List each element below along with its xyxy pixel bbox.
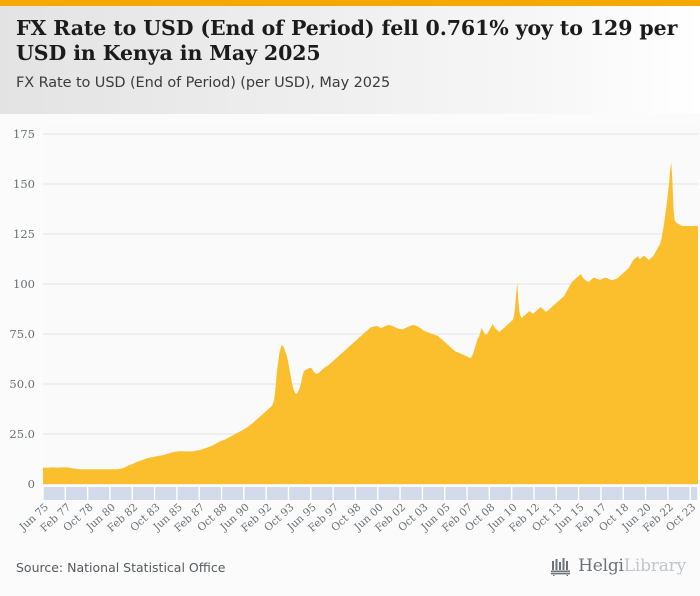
svg-text:100: 100	[13, 277, 35, 291]
brand-logo: HelgiLibrary	[550, 556, 686, 576]
page-subtitle: FX Rate to USD (End of Period) (per USD)…	[16, 75, 391, 91]
svg-text:125: 125	[13, 227, 35, 241]
chart-area: 0 25.0 50.0 75.0 100 125 150 175 Jun 75 Feb 77 Oct…	[0, 114, 700, 546]
source-note: Source: National Statistical Office	[16, 560, 226, 575]
svg-text:0: 0	[28, 477, 35, 491]
library-building-icon	[551, 558, 571, 576]
page-title: FX Rate to USD (End of Period) fell 0.76…	[16, 16, 678, 65]
svg-text:175: 175	[13, 127, 35, 141]
svg-text:25.0: 25.0	[9, 427, 35, 441]
brand-name-primary: Helgi	[578, 555, 624, 576]
brand-wordmark: HelgiLibrary	[578, 555, 686, 576]
svg-text:150: 150	[13, 177, 35, 191]
svg-text:75.0: 75.0	[9, 327, 35, 341]
brand-name-secondary: Library	[623, 555, 686, 576]
svg-text:50.0: 50.0	[9, 377, 35, 391]
chart-header: FX Rate to USD (End of Period) fell 0.76…	[0, 6, 700, 114]
chart-footer: Source: National Statistical Office Helg…	[0, 546, 700, 596]
top-accent-bar	[0, 0, 700, 6]
